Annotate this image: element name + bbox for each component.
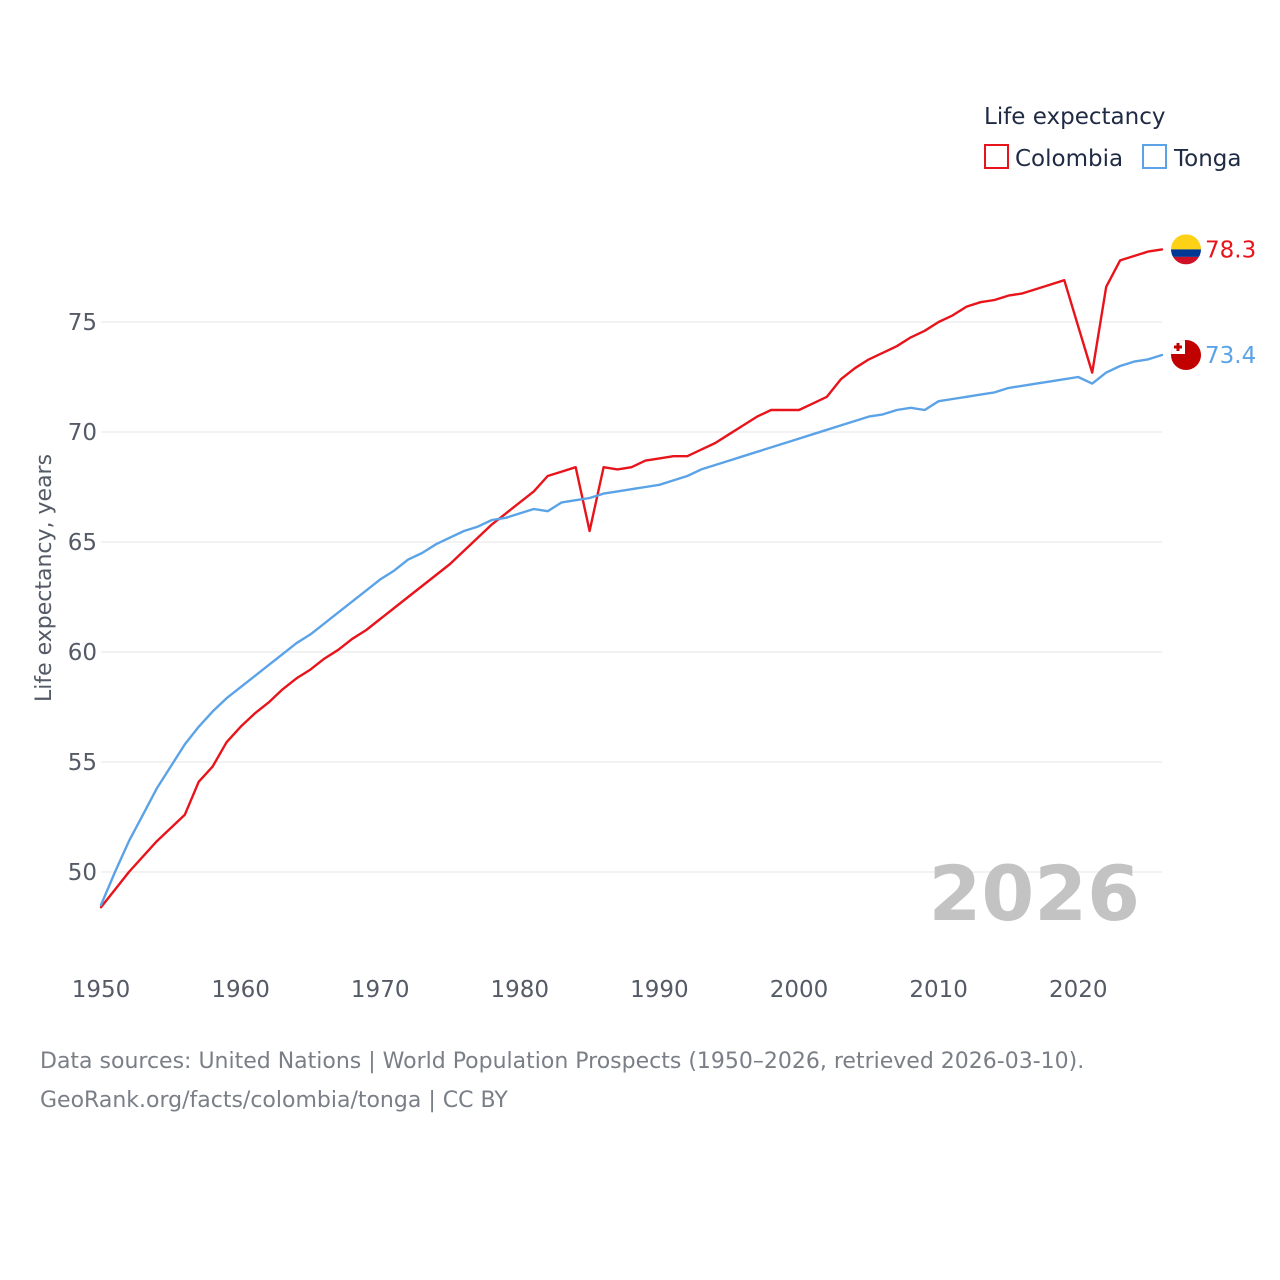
y-tick-label: 55 xyxy=(68,750,97,776)
legend-title: Life expectancy xyxy=(984,104,1165,130)
x-tick-label: 2020 xyxy=(1049,977,1108,1003)
y-tick-labels: 50 55 60 65 70 75 xyxy=(68,310,97,886)
y-tick-label: 75 xyxy=(68,310,97,336)
x-tick-label: 1960 xyxy=(211,977,270,1003)
y-tick-label: 70 xyxy=(68,420,97,446)
y-tick-label: 50 xyxy=(68,860,97,886)
tonga-flag-icon xyxy=(1171,340,1201,370)
x-tick-label: 1980 xyxy=(491,977,550,1003)
footer: Data sources: United Nations | World Pop… xyxy=(40,1042,1084,1120)
legend-item-colombia[interactable]: Colombia xyxy=(984,144,1123,172)
x-tick-label: 2010 xyxy=(909,977,968,1003)
series-line-colombia[interactable] xyxy=(99,248,1164,909)
x-tick-label: 1950 xyxy=(72,977,131,1003)
legend-swatch-colombia xyxy=(984,144,1009,169)
attribution-text[interactable]: GeoRank.org/facts/colombia/tonga | CC BY xyxy=(40,1088,508,1113)
life-expectancy-chart: 50 55 60 65 70 75 1950 1960 1970 1980 1990 2000 201… xyxy=(32,104,1256,1003)
legend: Life expectancy Colombia Tonga xyxy=(984,104,1241,172)
x-tick-label: 2000 xyxy=(770,977,829,1003)
y-tick-label: 60 xyxy=(68,640,97,666)
grid-lines xyxy=(101,321,1162,873)
end-labels: 78.3 73.4 xyxy=(1171,234,1256,370)
y-axis-label: Life expectancy, years xyxy=(32,454,57,702)
legend-item-tonga[interactable]: Tonga xyxy=(1142,144,1241,172)
series-line-tonga[interactable] xyxy=(99,353,1164,907)
legend-label-tonga: Tonga xyxy=(1173,146,1241,172)
year-watermark: 2026 xyxy=(928,849,1140,938)
end-label-colombia: 78.3 xyxy=(1205,237,1256,263)
x-tick-labels: 1950 1960 1970 1980 1990 2000 2010 2020 xyxy=(72,977,1108,1003)
y-tick-label: 65 xyxy=(68,530,97,556)
x-tick-label: 1970 xyxy=(351,977,410,1003)
series-lines xyxy=(99,248,1164,909)
colombia-flag-icon xyxy=(1171,234,1201,265)
end-label-tonga: 73.4 xyxy=(1205,343,1256,369)
x-tick-label: 1990 xyxy=(630,977,689,1003)
data-source-text: Data sources: United Nations | World Pop… xyxy=(40,1049,1085,1074)
legend-swatch-tonga xyxy=(1142,144,1167,169)
legend-label-colombia: Colombia xyxy=(1015,146,1123,172)
